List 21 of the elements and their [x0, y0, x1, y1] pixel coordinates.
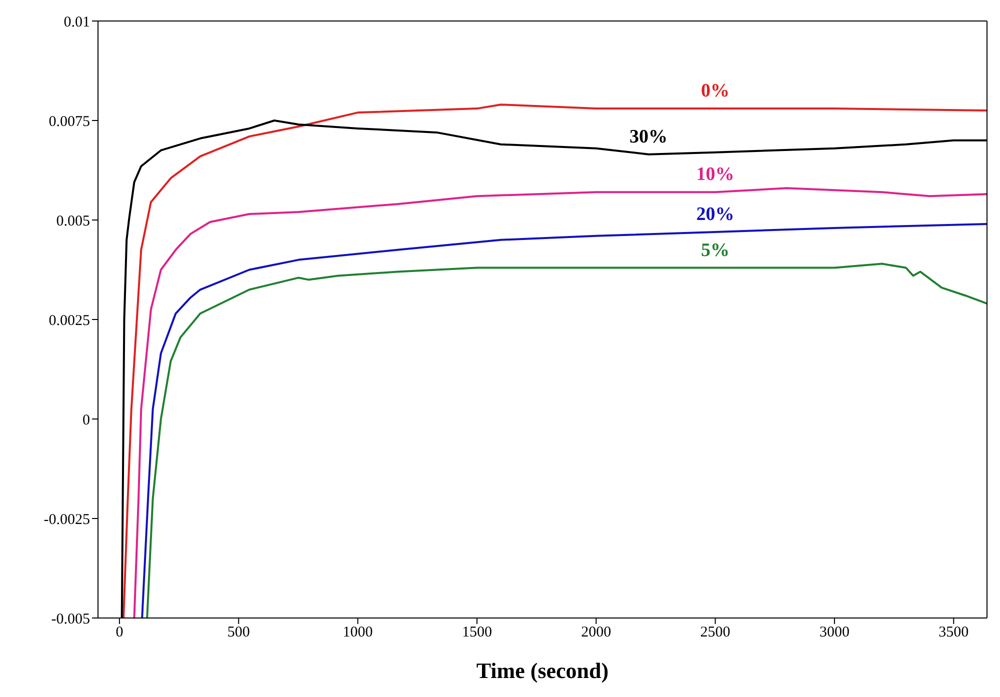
- series-label: 30%: [630, 126, 668, 148]
- y-tick-label: 0.005: [56, 213, 90, 230]
- series-label: 10%: [696, 164, 734, 186]
- x-tick-label: 2000: [581, 624, 612, 641]
- x-tick-label: 1500: [462, 624, 492, 641]
- series-label: 0%: [701, 80, 730, 102]
- x-tick-label: 1000: [342, 624, 373, 641]
- y-tick-label: 0: [82, 412, 90, 428]
- y-tick-label: 0.01: [64, 14, 90, 30]
- y-tick-label: 0.0025: [48, 312, 90, 329]
- x-tick-label: 3000: [819, 624, 850, 641]
- x-tick-label: 2500: [700, 624, 730, 641]
- x-axis-title: Time (second): [476, 658, 609, 683]
- y-tick-label: -0.0025: [44, 512, 90, 528]
- x-tick-label: 3500: [938, 624, 969, 641]
- series-label: 20%: [696, 204, 734, 225]
- y-tick-label: 0.0075: [48, 114, 90, 130]
- x-tick-label: 0: [116, 624, 124, 641]
- x-tick-label: 500: [227, 624, 250, 641]
- y-tick-label: -0.005: [51, 611, 90, 628]
- series-label: 5%: [701, 240, 730, 261]
